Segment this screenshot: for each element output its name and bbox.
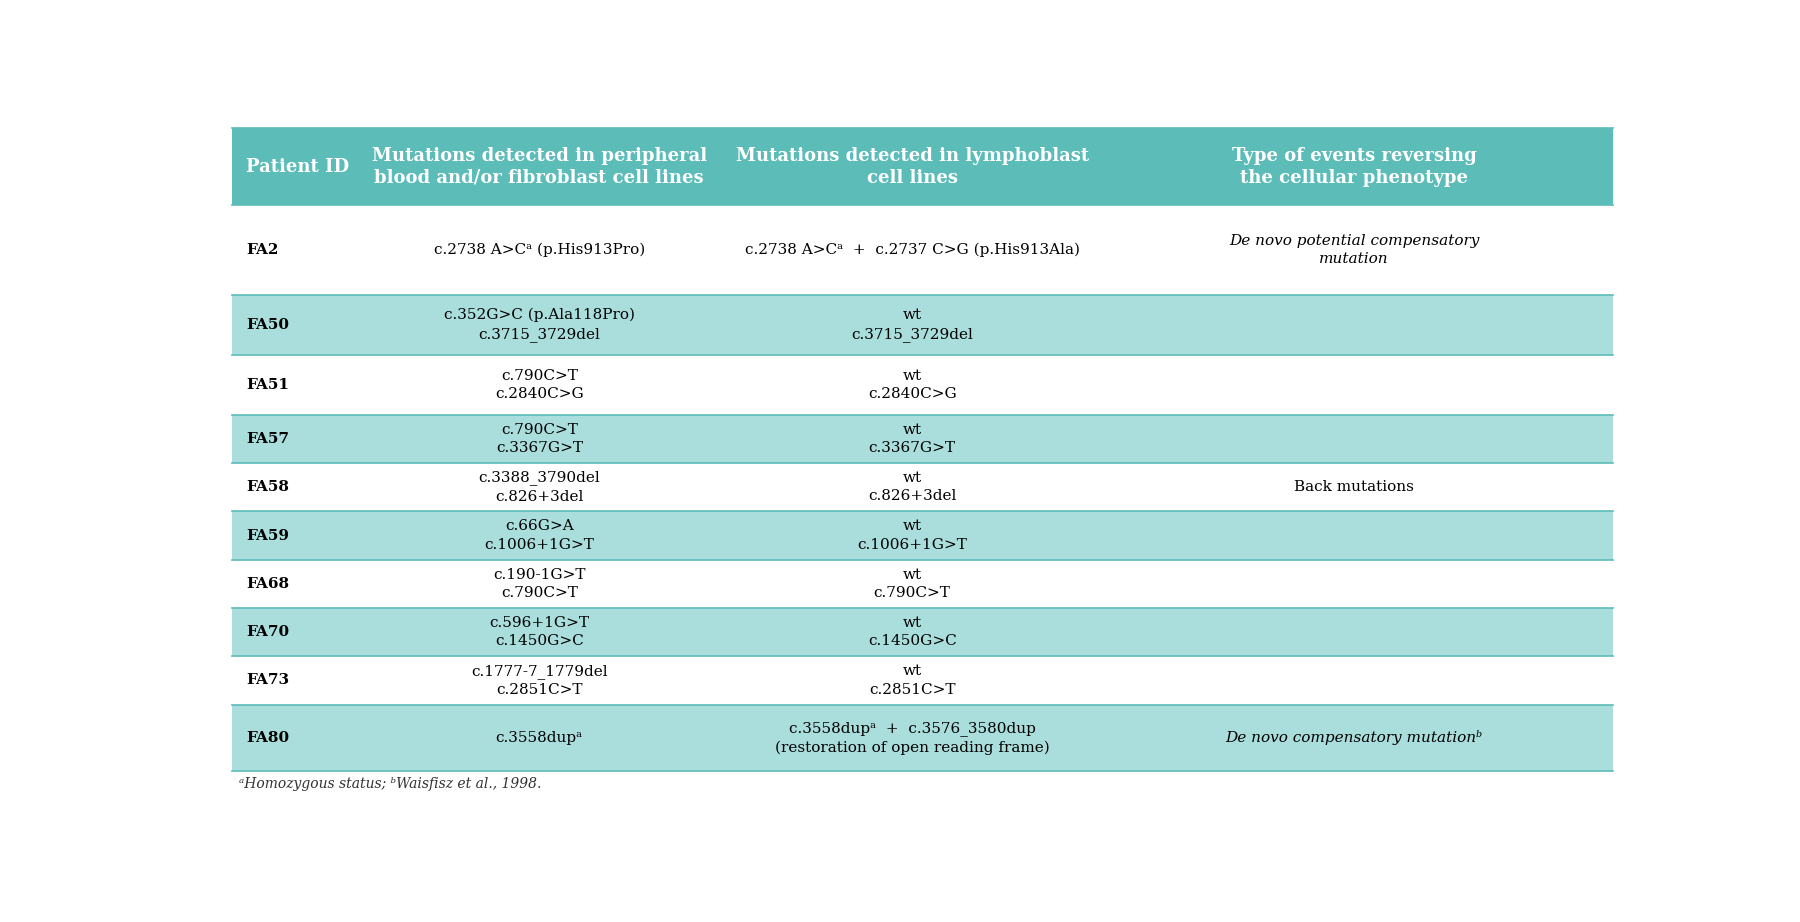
Text: wt
c.1450G>C: wt c.1450G>C	[868, 616, 956, 648]
Text: wt
c.1006+1G>T: wt c.1006+1G>T	[857, 519, 967, 551]
Bar	[232, 295, 1613, 355]
Text: c.190-1G>T
c.790C>T: c.190-1G>T c.790C>T	[493, 568, 585, 600]
Text: c.352G>C (p.Ala118Pro)
c.3715_3729del: c.352G>C (p.Ala118Pro) c.3715_3729del	[445, 308, 635, 342]
Text: wt
c.2840C>G: wt c.2840C>G	[868, 369, 956, 401]
Bar	[232, 608, 1613, 656]
Text: wt
c.3715_3729del: wt c.3715_3729del	[851, 308, 974, 341]
Text: Mutations detected in lymphoblast
cell lines: Mutations detected in lymphoblast cell l…	[736, 147, 1089, 187]
Text: FA59: FA59	[247, 528, 290, 542]
Text: wt
c.3367G>T: wt c.3367G>T	[869, 423, 956, 455]
Text: wt
c.2851C>T: wt c.2851C>T	[869, 664, 956, 697]
Text: wt
c.790C>T: wt c.790C>T	[873, 568, 950, 600]
Text: Type of events reversing
the cellular phenotype: Type of events reversing the cellular ph…	[1231, 147, 1476, 187]
Text: FA50: FA50	[247, 318, 290, 332]
Text: c.2738 A>Cᵃ (p.His913Pro): c.2738 A>Cᵃ (p.His913Pro)	[434, 242, 644, 257]
Text: Patient ID: Patient ID	[247, 158, 349, 176]
Text: De novo potential compensatory
mutation: De novo potential compensatory mutation	[1229, 234, 1480, 266]
Text: FA68: FA68	[247, 577, 290, 591]
Bar	[232, 355, 1613, 415]
Text: c.3558dupᵃ  +  c.3576_3580dup
(restoration of open reading frame): c.3558dupᵃ + c.3576_3580dup (restoration…	[774, 721, 1049, 755]
Bar	[232, 415, 1613, 463]
Bar	[232, 128, 1613, 205]
Text: FA73: FA73	[247, 673, 290, 688]
Text: c.2738 A>Cᵃ  +  c.2737 C>G (p.His913Ala): c.2738 A>Cᵃ + c.2737 C>G (p.His913Ala)	[745, 242, 1080, 257]
Text: Mutations detected in peripheral
blood and/or fibroblast cell lines: Mutations detected in peripheral blood a…	[371, 147, 707, 187]
Text: FA58: FA58	[247, 480, 290, 494]
Text: FA70: FA70	[247, 625, 290, 639]
Text: FA51: FA51	[247, 378, 290, 392]
Text: c.3558dupᵃ: c.3558dupᵃ	[495, 731, 583, 745]
Text: c.1777-7_1779del
c.2851C>T: c.1777-7_1779del c.2851C>T	[472, 664, 608, 697]
Text: De novo compensatory mutationᵇ: De novo compensatory mutationᵇ	[1226, 730, 1483, 745]
Text: c.596+1G>T
c.1450G>C: c.596+1G>T c.1450G>C	[490, 616, 589, 648]
Text: FA80: FA80	[247, 731, 290, 745]
Bar	[232, 463, 1613, 512]
Bar	[232, 656, 1613, 704]
Text: ᵃHomozygous status; ᵇWaisfisz et al., 1998.: ᵃHomozygous status; ᵇWaisfisz et al., 19…	[239, 777, 542, 791]
Text: FA57: FA57	[247, 432, 290, 446]
Text: Back mutations: Back mutations	[1294, 480, 1415, 494]
Bar	[232, 704, 1613, 771]
Bar	[232, 512, 1613, 560]
Text: c.790C>T
c.2840C>G: c.790C>T c.2840C>G	[495, 369, 583, 401]
Text: FA2: FA2	[247, 243, 279, 257]
Bar	[232, 560, 1613, 608]
Bar	[232, 205, 1613, 295]
Text: c.3388_3790del
c.826+3del: c.3388_3790del c.826+3del	[479, 470, 599, 504]
Text: wt
c.826+3del: wt c.826+3del	[868, 471, 956, 503]
Text: c.66G>A
c.1006+1G>T: c.66G>A c.1006+1G>T	[484, 519, 594, 551]
Text: c.790C>T
c.3367G>T: c.790C>T c.3367G>T	[495, 423, 583, 455]
